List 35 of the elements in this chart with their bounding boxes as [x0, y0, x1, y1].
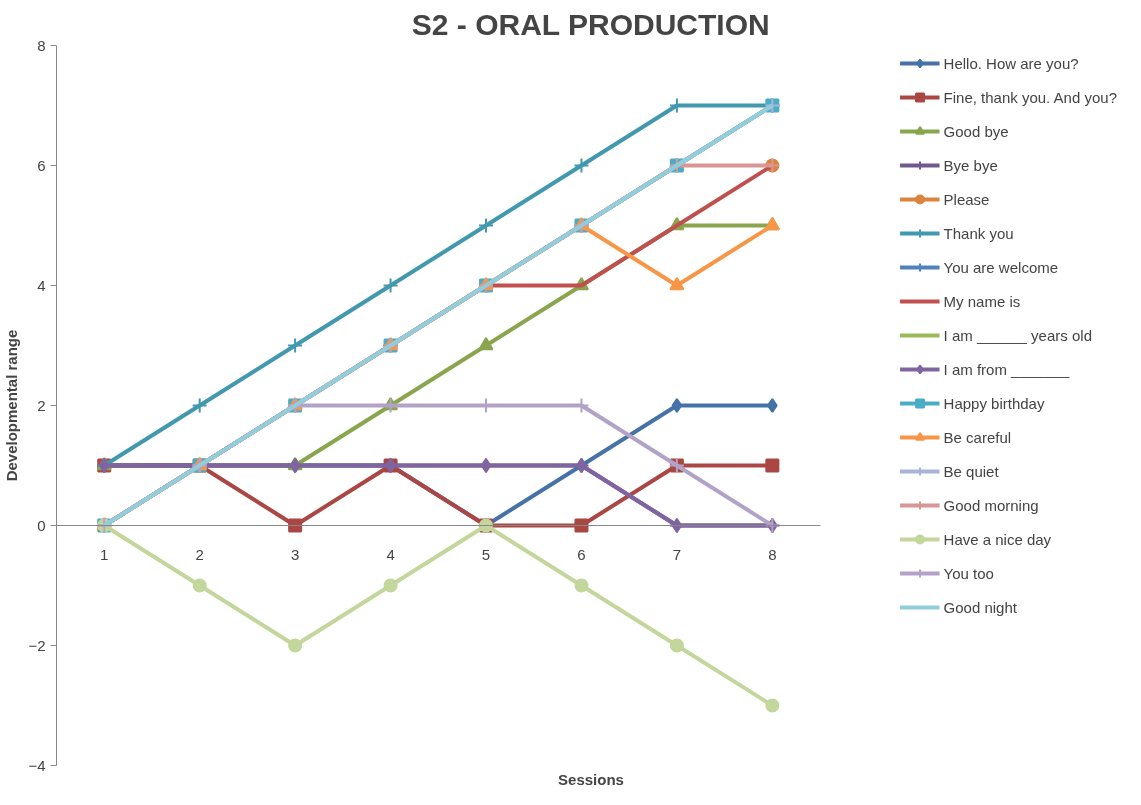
legend-label: Have a nice day	[943, 530, 1052, 548]
y-tick-label: 8	[37, 36, 46, 54]
chart-title: S2 - ORAL PRODUCTION	[411, 7, 770, 41]
x-axis-title: Sessions	[558, 770, 624, 788]
legend-label: Be careful	[943, 428, 1012, 446]
y-axis-title: Developmental range	[3, 329, 21, 482]
legend-label: Hello. How are you?	[943, 54, 1079, 72]
y-tick-label: 2	[37, 396, 46, 414]
legend-label: You too	[943, 564, 994, 582]
legend-label: Good bye	[943, 122, 1009, 140]
x-tick-label: 8	[768, 545, 777, 563]
x-tick-label: 4	[386, 545, 395, 563]
x-tick-label: 5	[481, 545, 491, 563]
legend-label: Good night	[943, 598, 1017, 616]
legend-label: Bye bye	[943, 156, 998, 174]
y-tick-label: 0	[37, 516, 46, 534]
y-tick-label: −2	[28, 636, 46, 654]
x-tick-label: 6	[577, 545, 586, 563]
x-tick-label: 1	[100, 545, 109, 563]
legend-label: Please	[943, 190, 990, 208]
x-tick-label: 2	[195, 545, 204, 563]
legend-label: I am ______ years old	[943, 326, 1092, 344]
legend-label: You are welcome	[943, 258, 1059, 276]
legend-label: My name is	[943, 292, 1021, 310]
y-tick-label: 6	[37, 156, 46, 174]
y-tick-label: 4	[37, 276, 46, 294]
x-tick-label: 3	[290, 545, 300, 563]
legend-label: Thank you	[943, 224, 1014, 242]
y-tick-label: −4	[28, 756, 46, 774]
legend-label: Fine, thank you. And you?	[943, 88, 1117, 106]
legend-label: Good morning	[943, 496, 1039, 514]
legend-label: Be quiet	[943, 462, 999, 480]
legend-label: I am from _______	[943, 360, 1070, 378]
x-tick-label: 7	[672, 545, 682, 563]
legend-label: Happy birthday	[943, 394, 1045, 412]
